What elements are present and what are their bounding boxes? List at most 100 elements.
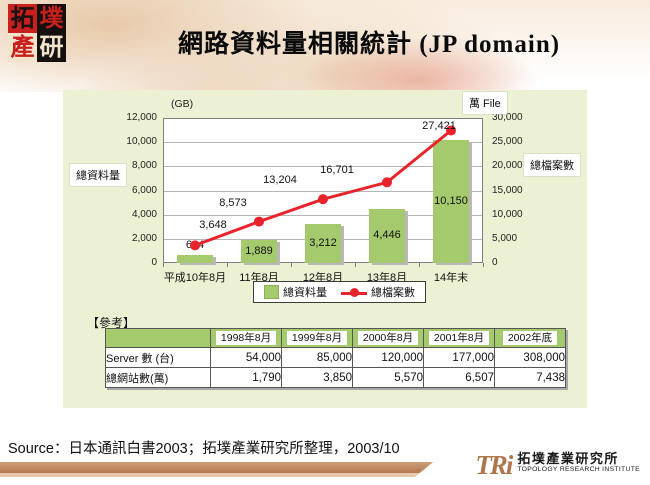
right-axis-tick: 25,000 [492,136,523,148]
left-axis-side-label: 總資料量 [70,164,126,186]
table-row: 總網站數(萬) 1,790 3,850 5,570 6,507 7,438 [105,367,566,388]
footer-bar-light [0,473,650,477]
gridline [164,190,482,192]
right-axis-tick: 10,000 [492,208,523,220]
right-axis-tick: 5,000 [492,232,518,244]
reference-table: 1998年8月 1999年8月 2000年8月 2001年8月 2002年底 Server… [105,328,566,388]
right-axis-tick: 15,000 [492,184,523,196]
year-chip: 2002年底 [502,331,558,345]
table-value: 7,438 [494,367,566,388]
line-series [190,125,456,251]
table-value: 1,790 [210,367,282,388]
table-year-header: 1999年8月 [281,328,353,348]
bar-14年末 [433,140,469,263]
table-value: 6,507 [423,367,495,388]
row-label: 總網站數(萬) [105,367,211,388]
tri-name-en: TOPOLOGY RESEARCH INSTITUTE [517,466,640,473]
year-chip: 2001年8月 [428,331,490,345]
seal-character: 拓 [8,4,37,33]
bar-平成10年8月 [177,255,213,263]
table-value: 177,000 [423,347,495,368]
chart-panel: 0 2,000 4,000 6,000 8,000 10,000 12,000 0 5,000 1… [63,90,587,408]
right-axis-tick: 20,000 [492,160,523,172]
table-value: 308,000 [494,347,566,368]
legend-label: 總資料量 [283,287,327,299]
bar-11年8月 [241,240,277,263]
bar-value-label: 1,889 [245,244,273,257]
bar-value-label: 3,212 [309,236,337,249]
line-value-label: 16,701 [320,164,354,177]
x-axis-tick [483,263,484,267]
gridline [164,166,482,168]
gridline [164,214,482,216]
ref-table-caption: 【參考】 [87,316,136,330]
line-point [382,177,392,188]
legend-item-總檔案數: 總檔案數 [341,284,415,300]
x-axis-label: 平成10年8月 [163,272,227,284]
source-note: Source：日本通訊白書2003；拓墣產業研究所整理，2003/10 [8,441,400,457]
x-axis-tick [419,263,420,267]
legend-label: 總檔案數 [371,287,415,299]
line-point [446,125,456,136]
bar-value-label: 4,446 [373,229,401,242]
line-value-label: 3,648 [199,219,227,232]
right-axis-tick: 30,000 [492,112,523,123]
page-title: 網路資料量相關統計 (JP domain) [177,31,561,58]
x-axis-tick [291,263,292,267]
left-axis-tick: 12,000 [126,112,157,123]
table-year-header: 2002年底 [494,328,566,348]
left-axis-tick: 6,000 [131,184,157,196]
left-axis-tick: 2,000 [131,232,157,244]
table-year-header: 2001年8月 [423,328,495,348]
table-value: 54,000 [210,347,282,368]
chart-legend: 總資料量 總檔案數 [253,281,426,303]
table-year-header: 2000年8月 [352,328,424,348]
table-value: 3,850 [281,367,353,388]
x-axis-label: 14年末 [433,272,469,284]
gridline [164,142,482,144]
year-chip: 1998年8月 [215,331,277,345]
left-axis-tick: 8,000 [131,160,157,172]
table-value: 85,000 [281,347,353,368]
line-point [318,194,328,205]
bar-13年8月 [369,209,405,263]
line-point [254,216,264,227]
tri-logo: TRi 拓墣產業研究所 TOPOLOGY RESEARCH INSTITUTE [475,450,640,480]
tri-name-cn: 拓墣產業研究所 [517,451,619,466]
table-row: Server 數 (台) 54,000 85,000 120,000 177,000 30… [105,347,566,368]
bar-12年8月 [305,224,341,263]
table-header-row: 1998年8月 1999年8月 2000年8月 2001年8月 2002年底 [105,328,566,348]
right-axis-title: 萬 File [463,92,507,114]
left-axis-tick: 10,000 [126,136,157,148]
line-value-label: 27,421 [422,119,456,132]
tri-wordmark: TRi [475,450,513,480]
top-banner-map-background [0,0,650,92]
left-axis-tick: 4,000 [131,208,157,220]
table-value: 120,000 [352,347,424,368]
table-year-header: 1998年8月 [210,328,282,348]
company-seal-logo: 拓墣產研 [8,4,66,62]
row-label: Server 數 (台) [105,347,211,368]
year-chip: 2000年8月 [357,331,419,345]
line-point [190,240,200,251]
legend-item-總資料量: 總資料量 [264,284,327,300]
footer-bar [0,462,650,473]
legend-bar-swatch-icon [264,285,279,299]
seal-character: 產 [8,33,37,62]
table-corner-cell [105,328,211,348]
x-axis-tick [355,263,356,267]
bar-value-label: 10,150 [434,194,468,207]
line-value-label: 13,204 [263,174,297,187]
x-axis-tick [163,263,164,267]
x-axis-tick [227,263,228,267]
legend-line-marker-icon [341,287,367,298]
seal-character: 墣 [37,4,66,33]
table-value: 5,570 [352,367,424,388]
left-axis-tick: 0 [151,257,157,268]
left-axis-title: (GB) [171,98,194,110]
right-axis-side-label: 總檔案數 [524,154,580,176]
year-chip: 1999年8月 [286,331,348,345]
footer-logo-notch [405,455,650,485]
line-value-label: 8,573 [219,196,247,209]
seal-character: 研 [37,33,66,62]
